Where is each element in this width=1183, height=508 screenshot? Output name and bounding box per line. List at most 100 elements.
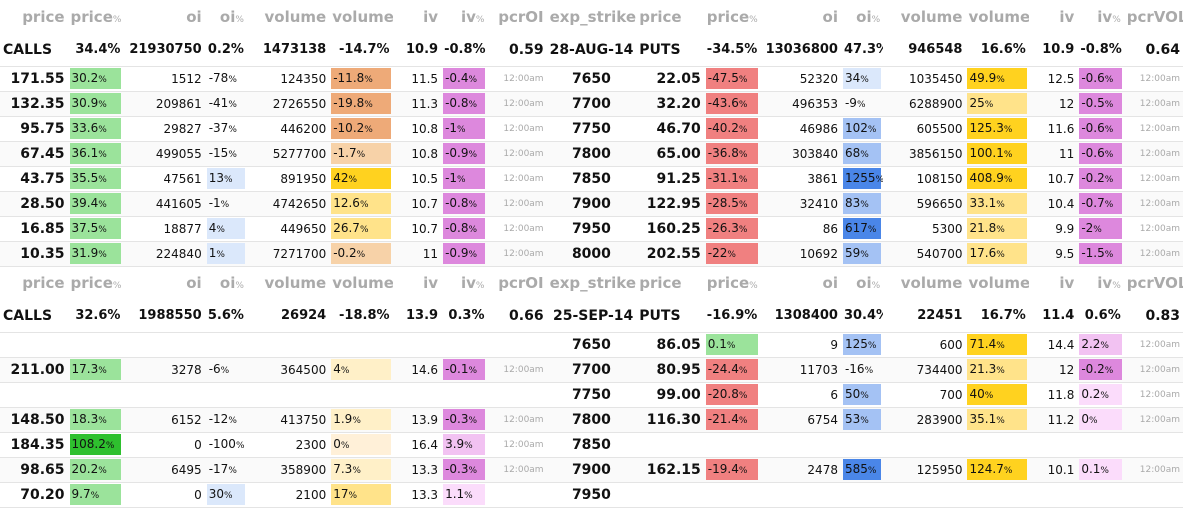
column-header[interactable]: price	[22, 8, 65, 26]
column-header[interactable]: volume%	[968, 8, 1029, 26]
puts-oi-pct: 47.3%	[840, 34, 884, 67]
put-empty	[965, 432, 1029, 458]
column-header[interactable]: pcrVOL	[1126, 274, 1183, 293]
call-iv: 13.3	[392, 482, 442, 508]
column-header[interactable]: volume	[264, 8, 327, 26]
column-header[interactable]: volume	[264, 274, 327, 293]
calls-oi: 21930750	[123, 34, 205, 67]
column-header[interactable]: exp_strike	[549, 274, 637, 293]
put-price: 162.15	[636, 457, 704, 483]
table-row[interactable]: 10.35 31.9% 224840 1% 7271700 -0.2% 11 -0.9% 12:…	[0, 241, 1183, 267]
column-header[interactable]: oi	[186, 274, 202, 293]
column-header[interactable]: oi	[822, 8, 838, 26]
column-header[interactable]: volume%	[968, 274, 1029, 293]
put-empty	[840, 432, 884, 458]
call-oi: 3278	[123, 357, 205, 383]
column-header[interactable]: pcrOI	[498, 274, 544, 293]
call-price: 95.75	[0, 116, 68, 142]
call-time: 12:00am	[487, 66, 547, 92]
put-oi: 6754	[759, 407, 841, 433]
call-volume: 449650	[246, 216, 330, 242]
call-volume-pct: 7.3%	[329, 457, 393, 483]
table-row[interactable]: 95.75 33.6% 29827 -37% 446200 -10.2% 10.8 -1% 12…	[0, 116, 1183, 142]
column-header[interactable]: price	[639, 274, 682, 293]
put-oi: 46986	[759, 116, 841, 142]
column-header[interactable]: price	[22, 274, 65, 293]
column-header[interactable]: iv%	[461, 274, 485, 293]
column-header[interactable]: iv	[1059, 8, 1075, 26]
table-row[interactable]: 184.35 108.2% 0 -100% 2300 0% 16.4 3.9% 12:00am 7…	[0, 432, 1183, 458]
put-oi: 303840	[759, 141, 841, 167]
column-header[interactable]: pcrVOL	[1126, 8, 1183, 26]
column-header[interactable]: exp_strike	[549, 8, 637, 26]
put-volume: 283900	[883, 407, 966, 433]
column-header[interactable]: oi	[822, 274, 838, 293]
put-empty	[1123, 482, 1183, 508]
column-header[interactable]: volume%	[332, 274, 393, 293]
table-row[interactable]: 171.55 30.2% 1512 -78% 124350 -11.8% 11.5 -0.4%…	[0, 66, 1183, 92]
column-header[interactable]: iv	[423, 8, 439, 26]
put-time: 12:00am	[1123, 191, 1183, 217]
call-oi-pct: -12%	[204, 407, 247, 433]
table-row[interactable]: 211.00 17.3% 3278 -6% 364500 4% 14.6 -0.1% 12:00…	[0, 357, 1183, 383]
column-header[interactable]: price%	[70, 8, 122, 26]
table-row[interactable]: 28.50 39.4% 441605 -1% 4742650 12.6% 10.7 -0.8%…	[0, 191, 1183, 217]
column-header[interactable]: oi%	[219, 8, 244, 26]
table-row[interactable]: 67.45 36.1% 499055 -15% 5277700 -1.7% 10.8 -0.9…	[0, 141, 1183, 167]
pcr-vol: 0.83	[1123, 300, 1183, 333]
call-volume: 891950	[246, 166, 330, 192]
column-header[interactable]: price%	[706, 8, 758, 26]
put-volume: 1035450	[883, 66, 966, 92]
put-iv: 12	[1028, 91, 1078, 117]
column-header[interactable]: volume	[900, 274, 963, 293]
calls-iv-pct: 0.3%	[441, 300, 488, 333]
call-empty	[123, 382, 205, 408]
strike-price: 7700	[546, 91, 637, 117]
table-row[interactable]: 7650 86.05 0.1% 9 125% 600 71.4% 14.4 2.2% 12:00a…	[0, 332, 1183, 358]
puts-iv: 10.9	[1028, 34, 1078, 67]
column-header[interactable]: volume%	[332, 8, 393, 26]
column-header[interactable]: oi%	[856, 274, 881, 293]
column-header[interactable]: iv	[1059, 274, 1075, 293]
put-empty	[703, 432, 760, 458]
strike-price: 7650	[546, 66, 637, 92]
calls-iv-pct: -0.8%	[441, 34, 488, 67]
call-oi-pct: 30%	[204, 482, 247, 508]
column-header[interactable]: price%	[70, 274, 122, 293]
column-header[interactable]: volume	[900, 8, 963, 26]
put-iv: 11.8	[1028, 382, 1078, 408]
table-row[interactable]: 148.50 18.3% 6152 -12% 413750 1.9% 13.9 -0.3% 12…	[0, 407, 1183, 433]
put-price: 22.05	[636, 66, 704, 92]
puts-oi: 1308400	[759, 300, 841, 333]
puts-iv-pct: 0.6%	[1077, 300, 1124, 333]
call-oi: 0	[123, 432, 205, 458]
table-row[interactable]: 43.75 35.5% 47561 13% 891950 42% 10.5 -1% 12:00a…	[0, 166, 1183, 192]
put-price-pct: -28.5%	[703, 191, 760, 217]
column-header[interactable]: iv%	[461, 8, 485, 26]
strike-price: 7650	[546, 332, 637, 358]
put-empty	[1077, 482, 1124, 508]
put-volume-pct: 408.9%	[965, 166, 1029, 192]
call-time: 12:00am	[487, 407, 547, 433]
put-oi-pct: -16%	[840, 357, 884, 383]
column-header[interactable]: oi	[186, 8, 202, 26]
table-row[interactable]: 132.35 30.9% 209861 -41% 2726550 -19.8% 11.3 -0…	[0, 91, 1183, 117]
call-iv-pct: -0.3%	[441, 407, 488, 433]
put-iv-pct: -0.2%	[1077, 357, 1124, 383]
column-header[interactable]: iv%	[1097, 274, 1121, 293]
call-iv: 10.8	[392, 116, 442, 142]
column-header[interactable]: price%	[706, 274, 758, 293]
table-row[interactable]: 70.20 9.7% 0 30% 2100 17% 13.3 1.1% 7950	[0, 482, 1183, 508]
column-header[interactable]: price	[639, 8, 682, 26]
column-header[interactable]: iv	[423, 274, 439, 293]
column-header[interactable]: oi%	[856, 8, 881, 26]
call-empty	[123, 332, 205, 358]
table-row[interactable]: 16.85 37.5% 18877 4% 449650 26.7% 10.7 -0.8% 12:…	[0, 216, 1183, 242]
column-header[interactable]: iv%	[1097, 8, 1121, 26]
table-row[interactable]: 98.65 20.2% 6495 -17% 358900 7.3% 13.3 -0.3% 12:…	[0, 457, 1183, 483]
table-row[interactable]: 7750 99.00 -20.8% 6 50% 700 40% 11.8 0.2% 12:00am	[0, 382, 1183, 408]
call-iv-pct: -0.8%	[441, 216, 488, 242]
column-header[interactable]: oi%	[219, 274, 244, 293]
call-empty	[392, 382, 442, 408]
column-header[interactable]: pcrOI	[498, 8, 544, 26]
